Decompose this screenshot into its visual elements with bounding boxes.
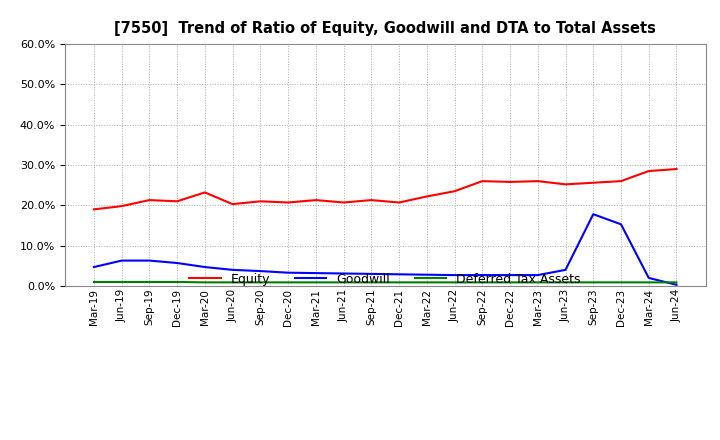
Equity <box>589 180 598 185</box>
Legend: Equity, Goodwill, Deferred Tax Assets: Equity, Goodwill, Deferred Tax Assets <box>184 268 586 291</box>
Equity <box>644 169 653 174</box>
Equity <box>117 203 126 209</box>
Deferred Tax Assets <box>478 280 487 285</box>
Deferred Tax Assets <box>145 279 154 285</box>
Deferred Tax Assets <box>312 280 320 285</box>
Equity <box>450 189 459 194</box>
Line: Goodwill: Goodwill <box>94 214 677 285</box>
Equity <box>534 179 542 184</box>
Deferred Tax Assets <box>256 280 265 285</box>
Goodwill <box>145 258 154 263</box>
Deferred Tax Assets <box>534 280 542 285</box>
Equity <box>173 199 181 204</box>
Equity <box>505 179 514 184</box>
Deferred Tax Assets <box>450 280 459 285</box>
Deferred Tax Assets <box>339 280 348 285</box>
Deferred Tax Assets <box>644 280 653 285</box>
Equity <box>284 200 292 205</box>
Deferred Tax Assets <box>561 280 570 285</box>
Goodwill <box>478 272 487 278</box>
Equity <box>672 166 681 172</box>
Goodwill <box>423 272 431 277</box>
Goodwill <box>173 260 181 266</box>
Deferred Tax Assets <box>201 280 210 285</box>
Deferred Tax Assets <box>367 280 376 285</box>
Goodwill <box>644 275 653 281</box>
Deferred Tax Assets <box>589 280 598 285</box>
Deferred Tax Assets <box>616 280 625 285</box>
Goodwill <box>672 282 681 287</box>
Equity <box>145 198 154 203</box>
Goodwill <box>256 268 265 274</box>
Goodwill <box>228 267 237 272</box>
Goodwill <box>117 258 126 263</box>
Equity <box>201 190 210 195</box>
Deferred Tax Assets <box>117 279 126 285</box>
Equity <box>228 202 237 207</box>
Goodwill <box>284 270 292 275</box>
Goodwill <box>89 264 98 270</box>
Equity <box>395 200 403 205</box>
Title: [7550]  Trend of Ratio of Equity, Goodwill and DTA to Total Assets: [7550] Trend of Ratio of Equity, Goodwil… <box>114 21 656 36</box>
Deferred Tax Assets <box>423 280 431 285</box>
Line: Equity: Equity <box>94 169 677 209</box>
Deferred Tax Assets <box>284 280 292 285</box>
Equity <box>256 199 265 204</box>
Goodwill <box>589 212 598 217</box>
Goodwill <box>505 272 514 278</box>
Goodwill <box>534 272 542 278</box>
Equity <box>339 200 348 205</box>
Equity <box>312 198 320 203</box>
Equity <box>561 182 570 187</box>
Equity <box>616 179 625 184</box>
Deferred Tax Assets <box>228 280 237 285</box>
Equity <box>367 198 376 203</box>
Goodwill <box>450 272 459 278</box>
Deferred Tax Assets <box>173 279 181 285</box>
Goodwill <box>367 271 376 277</box>
Goodwill <box>312 271 320 276</box>
Goodwill <box>339 271 348 276</box>
Deferred Tax Assets <box>89 279 98 285</box>
Deferred Tax Assets <box>505 280 514 285</box>
Goodwill <box>395 271 403 277</box>
Equity <box>423 194 431 199</box>
Deferred Tax Assets <box>672 280 681 285</box>
Goodwill <box>561 267 570 272</box>
Equity <box>478 179 487 184</box>
Equity <box>89 207 98 212</box>
Goodwill <box>616 222 625 227</box>
Goodwill <box>201 264 210 270</box>
Deferred Tax Assets <box>395 280 403 285</box>
